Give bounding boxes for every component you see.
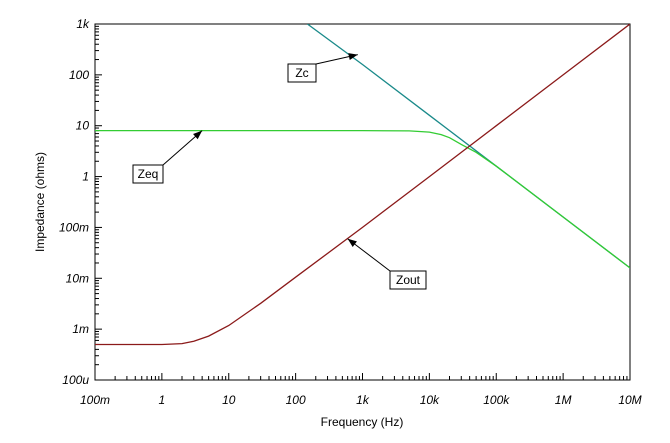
annotation-zc: Zc: [287, 53, 358, 83]
x-tick-label: 100k: [483, 393, 510, 407]
series-lines: [95, 24, 630, 346]
x-tick-label: 1M: [555, 393, 572, 407]
y-tick-label: 100: [69, 68, 89, 82]
y-tick-label: 1k: [76, 17, 90, 31]
annotation-box: [287, 63, 317, 83]
annotation-zeq: Zeq: [132, 130, 203, 184]
y-tick-label: 10m: [66, 271, 89, 285]
series-line-zout: [95, 24, 630, 346]
x-axis-label: Frequency (Hz): [321, 415, 404, 429]
annotation-box: [132, 164, 164, 184]
x-tick-label: 10: [222, 393, 236, 407]
x-tick-label: 10k: [420, 393, 440, 407]
x-tick-label: 100m: [80, 393, 110, 407]
arrowhead-icon: [347, 238, 357, 247]
y-tick-label: 1m: [72, 322, 89, 336]
series-line-zeq: [95, 129, 630, 269]
axes: 100m 1 10 100 1k 10k 100k 1M 10M 100u 1m 10m 100m 1 10…: [59, 17, 642, 407]
annotation-box: [389, 270, 427, 290]
x-tick-label: 100: [286, 393, 306, 407]
arrowhead-icon: [348, 53, 358, 61]
plot-area: [94, 23, 631, 381]
x-tick-label: 1k: [356, 393, 370, 407]
x-tick-label: 10M: [618, 393, 641, 407]
annotations: Zc Zeq Zout: [132, 53, 427, 290]
annotation-label: Zc: [295, 66, 308, 80]
annotation-label: Zeq: [138, 167, 159, 181]
y-tick-label: 100u: [62, 373, 89, 387]
annotation-label: Zout: [396, 273, 421, 287]
y-axis-label: Impedance (ohms): [33, 152, 47, 252]
annotation-zout: Zout: [347, 238, 427, 290]
arrowhead-icon: [193, 130, 203, 140]
y-tick-label: 1: [82, 170, 89, 184]
x-tick-label: 1: [159, 393, 166, 407]
y-tick-label: 10: [76, 119, 90, 133]
y-tick-label: 100m: [59, 220, 89, 234]
